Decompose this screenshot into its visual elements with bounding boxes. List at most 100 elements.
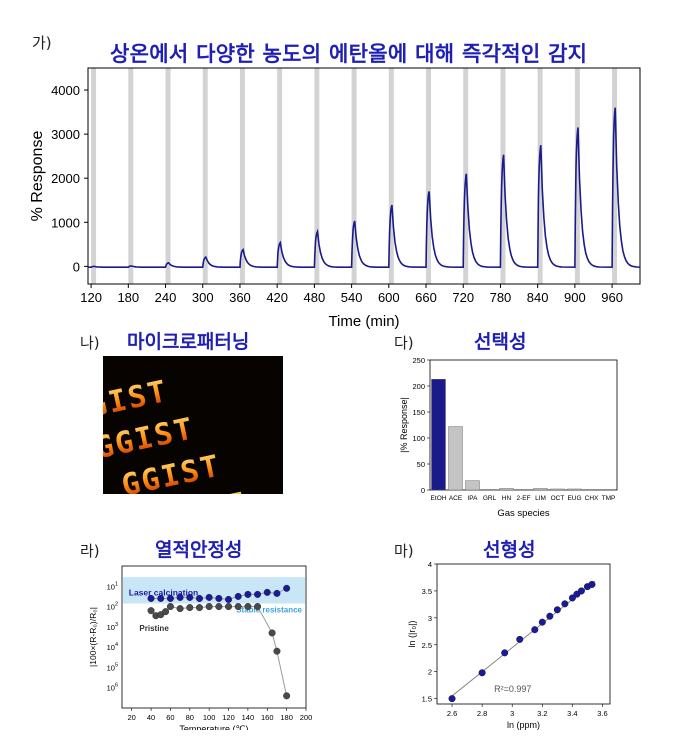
data-point [254, 590, 262, 598]
x-tick-label: 120 [222, 713, 235, 722]
bar-etoh [431, 379, 446, 491]
data-point [186, 604, 194, 612]
x-tick-label: 120 [80, 290, 102, 305]
y-axis-label: |100×(R-R₀)/R₀| [88, 607, 98, 667]
y-tick-label: 3.5 [422, 587, 432, 596]
category-label: IPA [468, 495, 479, 502]
data-point [283, 692, 291, 700]
panel-title-ra: 열적안정성 [155, 539, 243, 561]
x-tick-label: 180 [280, 713, 293, 722]
y-axis-label: |% Response| [399, 397, 409, 453]
x-tick-label: 3.6 [597, 709, 607, 718]
y-tick-exponent: 6 [115, 683, 118, 689]
data-point [561, 600, 569, 608]
bar-oct [550, 488, 565, 491]
category-label: OCT [551, 495, 565, 502]
bar-ipa [465, 480, 480, 491]
x-tick-label: 960 [601, 290, 623, 305]
exposure-window [537, 68, 543, 284]
panel-label-ra: 라) [80, 542, 100, 560]
x-axis-label: Gas species [497, 508, 550, 519]
y-tick-exponent: 1 [115, 581, 118, 587]
y-tick-label: 0 [421, 486, 425, 495]
exposure-window [277, 68, 283, 284]
exposure-window [612, 68, 618, 284]
x-tick-label: 840 [527, 290, 549, 305]
y-axis-label: ln (|r₀|) [407, 621, 417, 648]
category-label: EtOH [431, 495, 447, 502]
x-tick-label: 3.4 [567, 709, 577, 718]
panel-title-na: 마이크로패터닝 [127, 331, 250, 353]
panel-label-ma: 마) [394, 542, 414, 560]
data-point [147, 594, 155, 602]
x-axis-label: Time (min) [328, 313, 399, 330]
y-tick-label: 1.5 [422, 695, 432, 704]
panel-title-ma: 선형성 [483, 539, 536, 561]
y-tick-label: 103 [107, 622, 118, 632]
bar-lim [533, 488, 548, 491]
band-label: Laser calcination [129, 587, 198, 597]
y-tick-label: 150 [412, 408, 425, 417]
data-point [531, 626, 539, 634]
x-tick-label: 60 [166, 713, 174, 722]
bar-ace [448, 426, 463, 491]
x-tick-label: 600 [378, 290, 400, 305]
data-point [166, 603, 174, 611]
micropattern-image: GGIST GGIST GGIST GGIST [103, 356, 283, 494]
x-tick-label: 140 [242, 713, 255, 722]
y-tick-label: 100 [412, 434, 425, 443]
data-point [516, 635, 524, 643]
data-point [225, 603, 233, 611]
x-tick-label: 20 [128, 713, 136, 722]
data-point [538, 618, 546, 626]
data-point [147, 607, 155, 615]
x-tick-label: 420 [266, 290, 288, 305]
panel-label-ga: 가) [32, 34, 52, 52]
y-tick-label: 4000 [51, 83, 80, 98]
data-point [162, 608, 170, 616]
data-point [176, 605, 184, 613]
data-point [588, 580, 596, 588]
exposure-window [426, 68, 431, 284]
data-point [244, 590, 252, 598]
data-point [273, 589, 281, 597]
data-point [478, 669, 486, 677]
y-tick-label: 3000 [51, 127, 80, 142]
y-tick-exponent: 4 [115, 642, 118, 648]
y-tick-label: 50 [417, 460, 425, 469]
micropattern-graphic: GGIST GGIST GGIST GGIST [103, 374, 250, 494]
exposure-window [574, 68, 580, 284]
y-tick-label: 2.5 [422, 641, 432, 650]
x-axis-label: Temperature (℃) [179, 724, 248, 730]
x-tick-label: 180 [117, 290, 139, 305]
data-point [225, 595, 233, 603]
data-point [166, 594, 174, 602]
plot-frame [87, 67, 641, 285]
exposure-window [202, 68, 208, 284]
category-label: LIM [535, 495, 546, 502]
y-tick-label: 106 [107, 683, 118, 693]
x-tick-label: 100 [203, 713, 216, 722]
exposure-window [128, 68, 134, 284]
bar-eug [567, 488, 582, 491]
category-label: HN [502, 495, 512, 502]
thermal-stability-chart: Laser calcination Stable resistance Pristi… [88, 565, 312, 730]
y-tick-label: 3 [428, 614, 432, 623]
time-response-chart: 120 180 240 300 360 420 480 540 600 660 720 780 840 9… [29, 67, 641, 330]
data-point [568, 594, 576, 602]
data-point [157, 594, 165, 602]
category-label: 2-EF [516, 495, 530, 502]
data-point [283, 584, 291, 592]
pristine-label: Pristine [139, 624, 169, 633]
x-tick-label: 3 [510, 709, 514, 718]
x-tick-label: 300 [192, 290, 214, 305]
panel-label-na: 나) [80, 334, 100, 352]
x-tick-label: 480 [304, 290, 326, 305]
y-tick-label: 2 [428, 668, 432, 677]
y-tick-label: 1000 [51, 215, 80, 230]
data-point [205, 593, 213, 601]
y-tick-exponent: 2 [115, 602, 118, 608]
x-tick-label: 540 [341, 290, 363, 305]
exposure-window [91, 68, 97, 284]
linearity-chart: R²=0.997 2.6 2.8 3 3.2 3.4 3.6 1.5 2 2.5 3 3.5 4 ln (… [407, 560, 611, 730]
